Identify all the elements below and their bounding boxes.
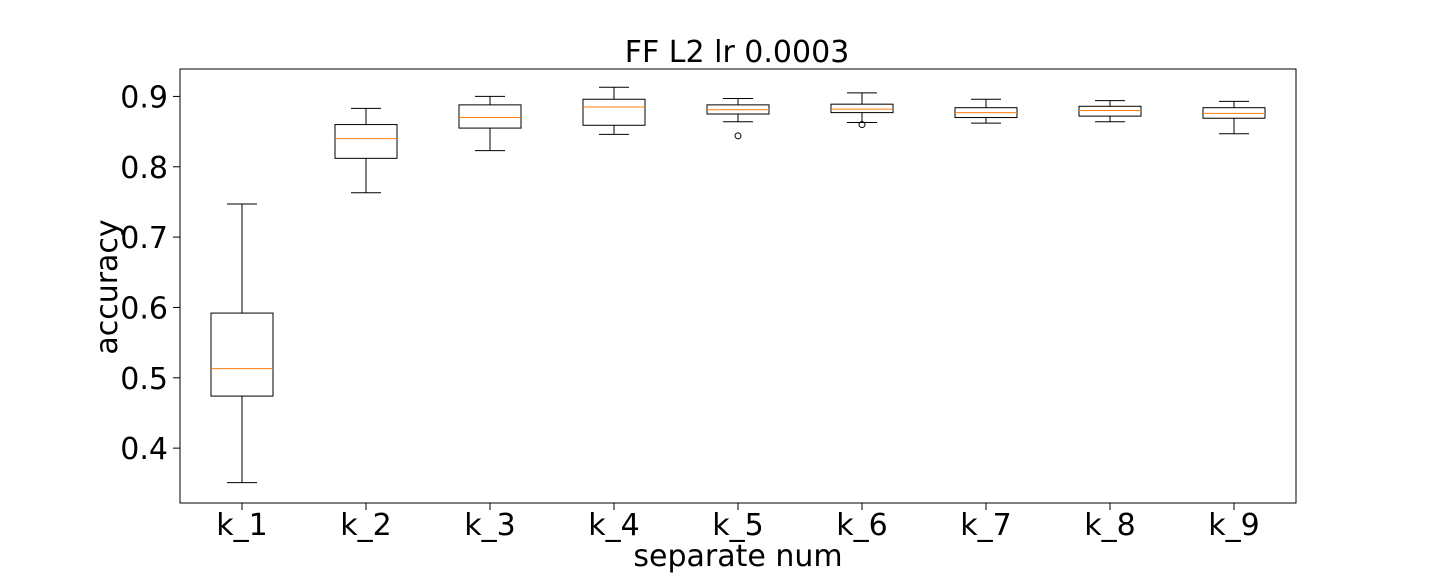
box-k_9 [1202, 100, 1266, 135]
x-tick-label: k_2 [340, 508, 391, 543]
x-axis-label: separate num [633, 539, 842, 574]
box-k_3 [458, 95, 522, 152]
y-tick-label: 0.7 [120, 221, 168, 256]
box-k_6 [830, 92, 894, 129]
y-tick-label: 0.4 [120, 432, 168, 467]
box-k_8 [1078, 100, 1142, 123]
box-iqr [830, 103, 894, 114]
outlier-point [734, 132, 742, 140]
outlier-point [858, 121, 866, 129]
y-tick-label: 0.5 [120, 362, 168, 397]
y-axis-label: accuracy [90, 219, 125, 354]
box-k_2 [334, 107, 398, 194]
x-tick-label: k_8 [1084, 508, 1135, 543]
box-iqr [1078, 105, 1142, 117]
plot-marks [210, 86, 1266, 484]
x-tick-label: k_5 [712, 508, 763, 543]
x-tick-label: k_6 [836, 508, 887, 543]
x-tick-label: k_3 [464, 508, 515, 543]
x-tick-label: k_1 [216, 508, 267, 543]
box-iqr [210, 312, 274, 397]
box-iqr [334, 124, 398, 159]
x-tick-label: k_9 [1208, 508, 1259, 543]
x-tick-label: k_7 [960, 508, 1011, 543]
box-k_1 [210, 203, 274, 484]
y-axis: 0.4 0.5 0.6 0.7 0.8 0.9 [120, 80, 180, 467]
x-axis: k_1 k_2 k_3 k_4 k_5 k_6 k_7 k_8 k_9 [216, 503, 1260, 543]
x-tick-label: k_4 [588, 508, 639, 543]
y-tick-label: 0.9 [120, 80, 168, 115]
plot-area-frame [179, 68, 1297, 504]
box-iqr [582, 98, 646, 126]
chart-title: FF L2 lr 0.0003 [625, 35, 850, 70]
box-k_4 [582, 86, 646, 135]
y-tick-label: 0.8 [120, 151, 168, 186]
box-k_7 [954, 98, 1018, 124]
box-iqr [458, 104, 522, 129]
box-k_5 [706, 98, 770, 140]
y-tick-label: 0.6 [120, 291, 168, 326]
